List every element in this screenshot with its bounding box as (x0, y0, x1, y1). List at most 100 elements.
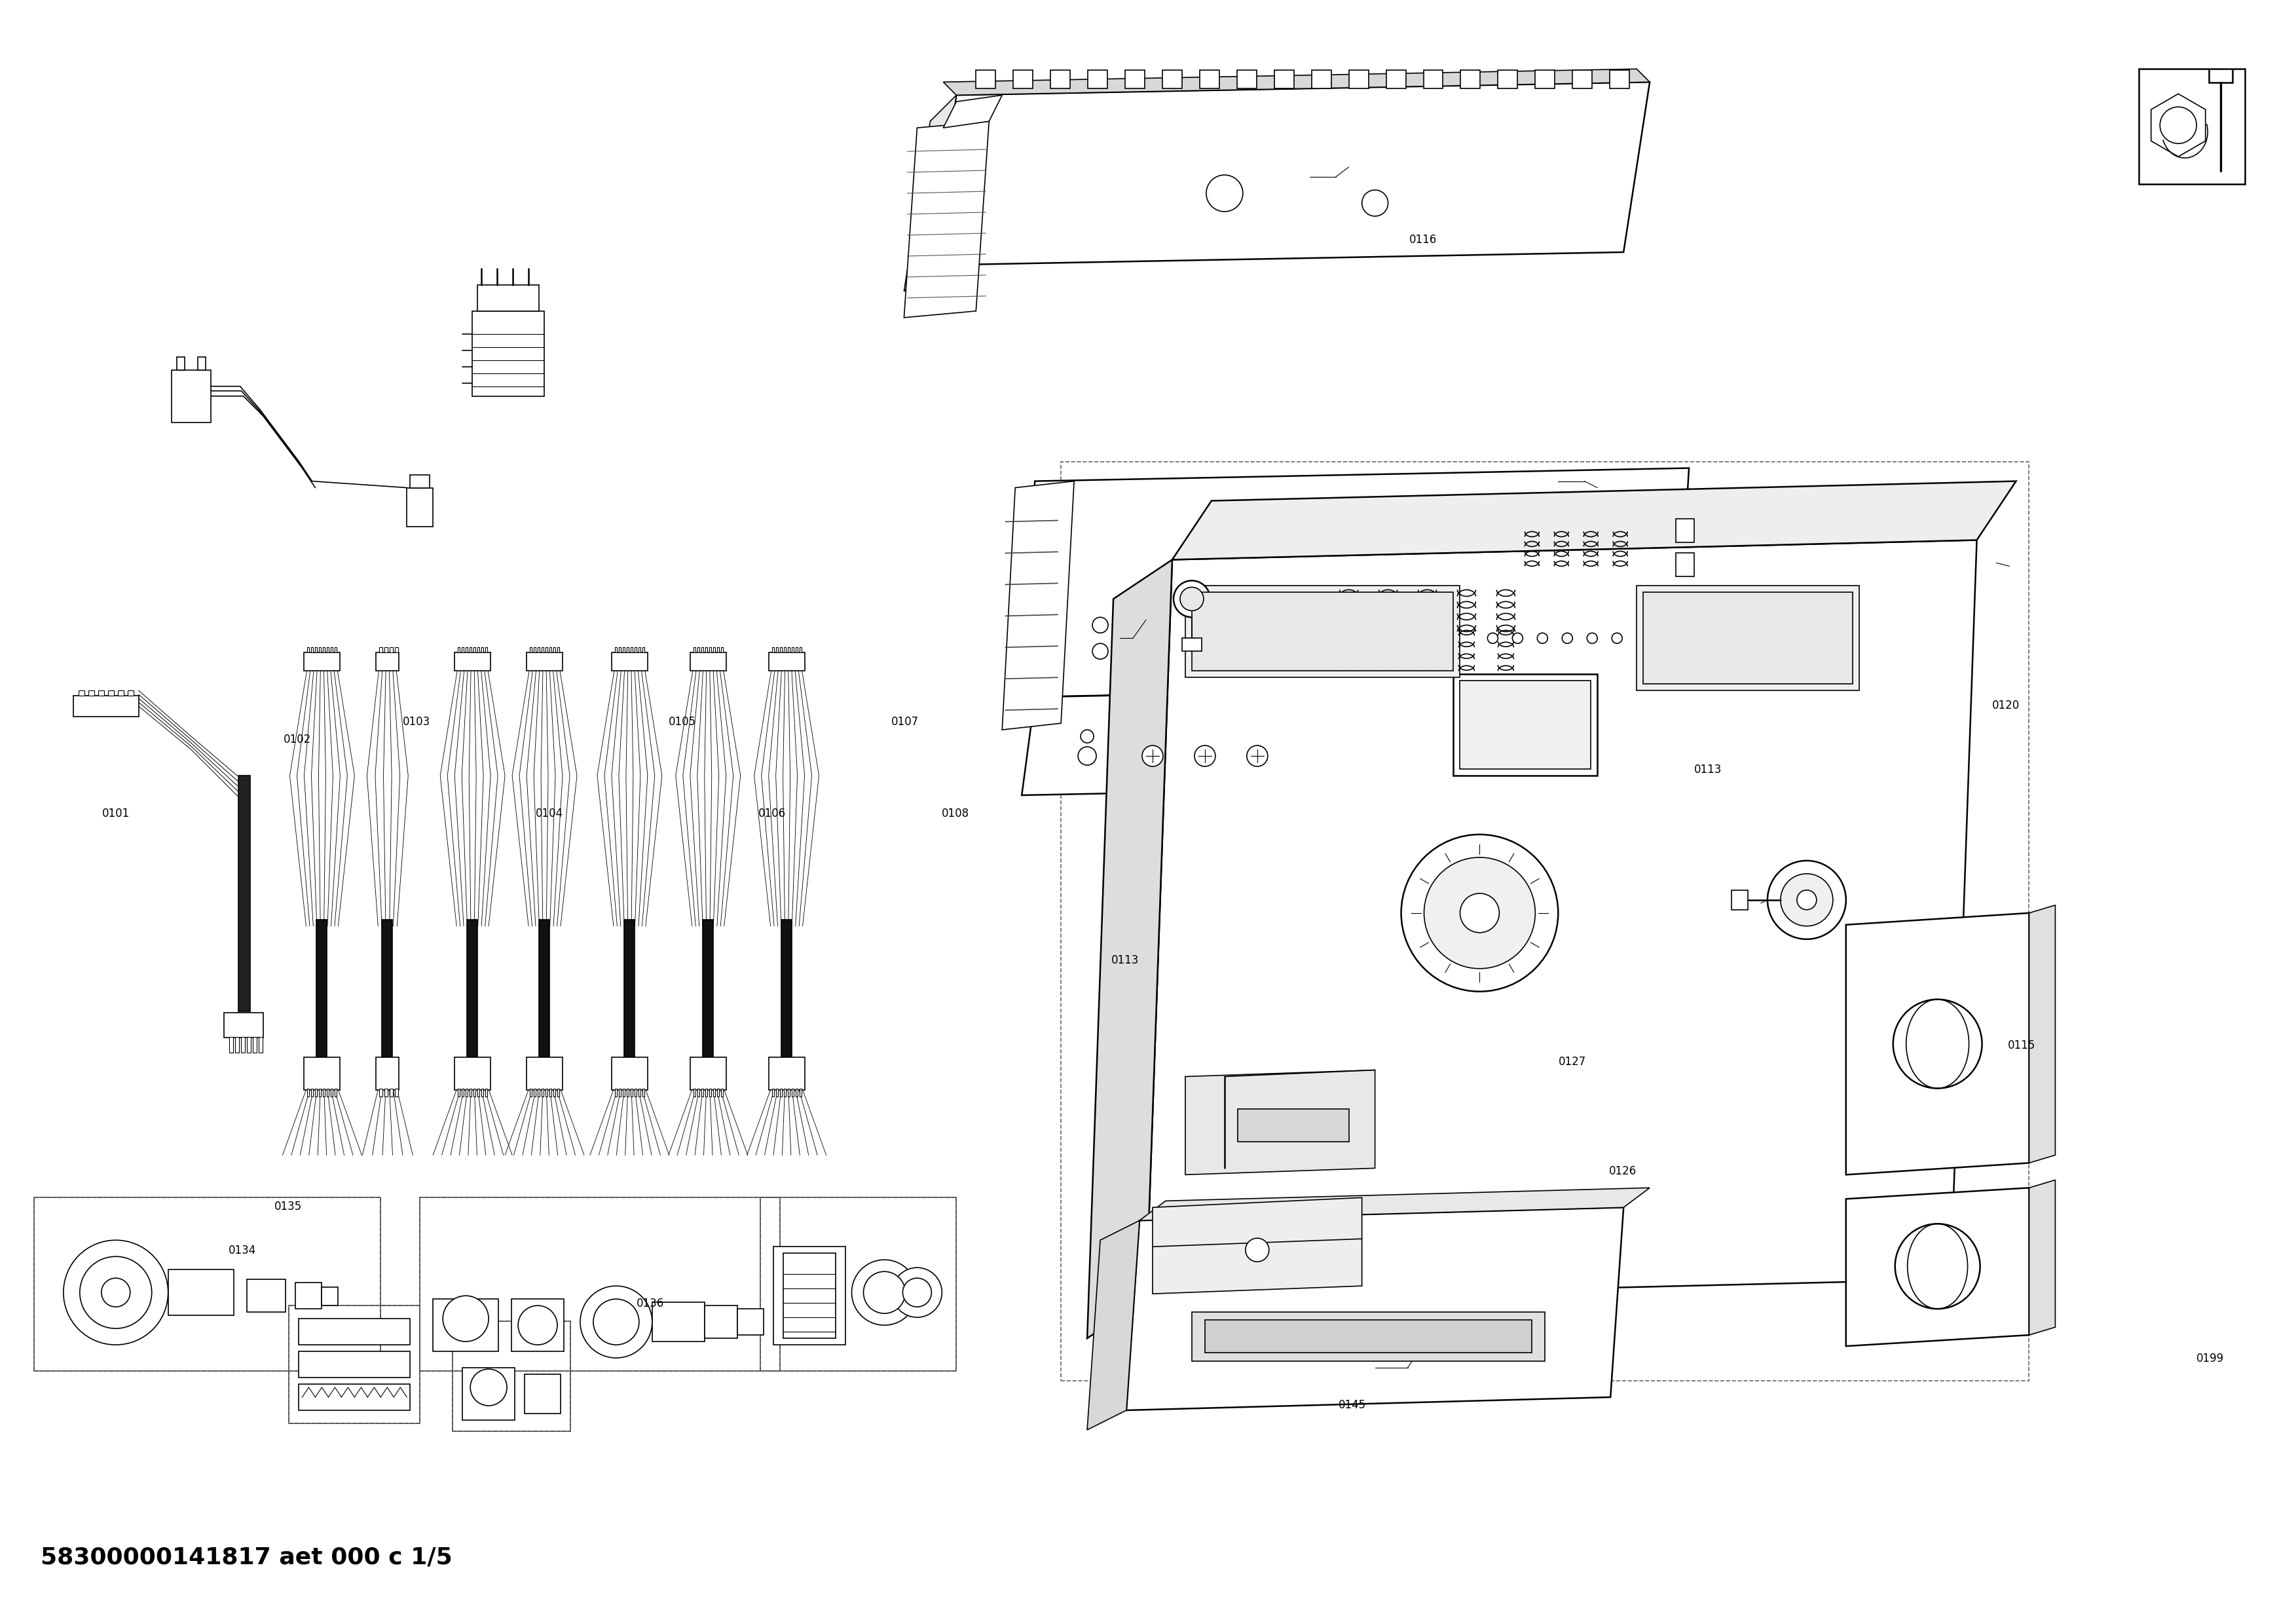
Bar (1348, 71, 1368, 89)
Bar (691, 1057, 726, 1089)
Bar (289, 1306, 420, 1424)
Bar (1460, 681, 1591, 768)
Bar (1192, 592, 1453, 671)
Bar (321, 1288, 338, 1306)
Text: 0103: 0103 (402, 715, 429, 728)
Polygon shape (1846, 1188, 2030, 1346)
Circle shape (1244, 1238, 1270, 1262)
Bar (172, 370, 211, 423)
Bar (34, 1198, 381, 1370)
Bar (177, 357, 184, 370)
Polygon shape (1146, 541, 1977, 1299)
Bar (379, 647, 383, 652)
Bar (241, 1036, 246, 1052)
Text: 58300000141817 aet 000 c 1/5: 58300000141817 aet 000 c 1/5 (41, 1546, 452, 1569)
Bar (1676, 554, 1694, 576)
Circle shape (443, 1296, 489, 1341)
Circle shape (1401, 834, 1559, 991)
Bar (197, 357, 204, 370)
Bar (377, 1057, 400, 1089)
Circle shape (1093, 644, 1109, 659)
Polygon shape (944, 95, 1001, 128)
Bar (526, 652, 563, 671)
Text: 0199: 0199 (2195, 1353, 2223, 1364)
Bar (512, 1299, 565, 1351)
Circle shape (64, 1240, 168, 1344)
Text: 0106: 0106 (758, 807, 785, 820)
Polygon shape (1846, 914, 2030, 1175)
Bar (386, 1088, 388, 1096)
Circle shape (1894, 1223, 1979, 1309)
Text: 0136: 0136 (636, 1298, 664, 1309)
Bar (406, 487, 434, 526)
Bar (478, 286, 540, 312)
Bar (1201, 71, 1219, 89)
Bar (296, 1283, 321, 1309)
Bar (783, 1252, 836, 1338)
Text: 0105: 0105 (668, 715, 696, 728)
Circle shape (1768, 860, 1846, 939)
Bar (473, 312, 544, 395)
Bar (1609, 71, 1630, 89)
Bar (377, 652, 400, 671)
Bar (703, 920, 714, 1057)
Circle shape (581, 1286, 652, 1357)
Bar (390, 647, 393, 652)
Bar (303, 652, 340, 671)
Bar (769, 652, 804, 671)
Bar (781, 920, 792, 1057)
Bar (691, 652, 726, 671)
Text: 0102: 0102 (282, 733, 310, 746)
Bar (303, 1057, 340, 1089)
Bar (168, 1270, 234, 1315)
Polygon shape (1088, 560, 1173, 1338)
Text: 0107: 0107 (891, 715, 918, 728)
Bar (1573, 71, 1591, 89)
Bar (1676, 520, 1694, 542)
Text: 0120: 0120 (1993, 699, 2020, 712)
Circle shape (902, 1278, 932, 1307)
Circle shape (1173, 581, 1210, 617)
Polygon shape (2030, 905, 2055, 1164)
Bar (298, 1351, 411, 1377)
Bar (1536, 71, 1554, 89)
Bar (705, 1306, 737, 1338)
Text: 0127: 0127 (1559, 1056, 1587, 1067)
Polygon shape (1022, 468, 1690, 697)
Polygon shape (1022, 684, 1676, 796)
Bar (99, 691, 103, 696)
Bar (1088, 71, 1107, 89)
Bar (760, 1198, 957, 1370)
Bar (129, 691, 133, 696)
Bar (223, 1012, 264, 1038)
Circle shape (519, 1306, 558, 1344)
Bar (253, 1036, 257, 1052)
Bar (540, 920, 549, 1057)
Circle shape (1180, 587, 1203, 610)
Bar (298, 1385, 411, 1411)
Bar (390, 1088, 393, 1096)
Bar (1311, 71, 1332, 89)
Bar (1061, 462, 2030, 1382)
Bar (1274, 71, 1295, 89)
Bar (611, 652, 647, 671)
Polygon shape (1185, 1070, 1375, 1175)
Text: 0101: 0101 (103, 807, 131, 820)
Bar (379, 1088, 383, 1096)
Bar (246, 1280, 285, 1312)
Bar (1460, 71, 1481, 89)
Polygon shape (2030, 1180, 2055, 1335)
Text: 0104: 0104 (535, 807, 563, 820)
Bar (395, 647, 400, 652)
Bar (976, 71, 996, 89)
Bar (298, 1319, 411, 1344)
Bar (652, 1302, 705, 1341)
Bar (466, 920, 478, 1057)
Bar (239, 776, 250, 1010)
Bar (1676, 587, 1694, 610)
Circle shape (471, 1369, 507, 1406)
Polygon shape (930, 82, 1651, 265)
Circle shape (1424, 857, 1536, 968)
Circle shape (1081, 730, 1093, 742)
Bar (411, 475, 429, 487)
